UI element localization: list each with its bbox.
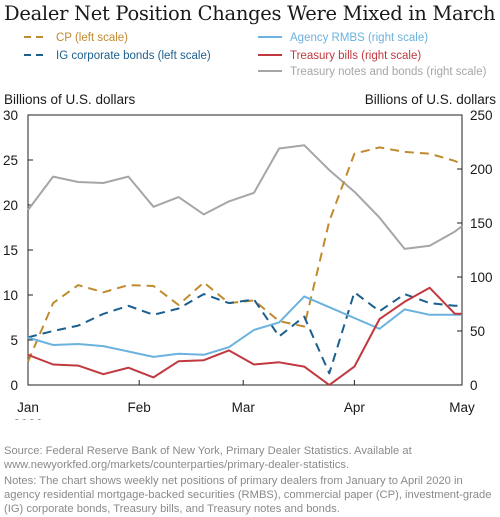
series-line-ig-corporate-bonds bbox=[27, 291, 462, 375]
x-tick-label: Apr bbox=[344, 400, 366, 415]
left-tick-label: 15 bbox=[3, 243, 18, 258]
legend-label-cp: CP (left scale) bbox=[56, 32, 128, 44]
right-tick-label: 0 bbox=[470, 378, 478, 393]
axes: 0 5 10 15 20 25 30 0 50 100 150 200 250 Jan 2020 Feb Mar… bbox=[3, 108, 493, 420]
left-tick-label: 25 bbox=[3, 153, 18, 168]
x-tick-sublabel: 2020 bbox=[13, 417, 43, 420]
left-tick-label: 0 bbox=[10, 378, 18, 393]
left-tick-label: 10 bbox=[3, 288, 18, 303]
x-tick-label: Feb bbox=[128, 400, 151, 415]
legend: CP (left scale) IG corporate bonds (left … bbox=[24, 32, 487, 78]
right-tick-label: 50 bbox=[470, 324, 485, 339]
right-tick-label: 150 bbox=[470, 216, 493, 231]
series-line-treasury-bills bbox=[27, 286, 462, 386]
series-line-agency-rmbs bbox=[27, 295, 462, 358]
legend-label-treasury-notes-and-bonds: Treasury notes and bonds (right scale) bbox=[290, 66, 487, 78]
left-tick-label: 20 bbox=[3, 198, 18, 213]
right-tick-label: 200 bbox=[470, 162, 493, 177]
right-tick-label: 250 bbox=[470, 108, 493, 123]
legend-label-agency-rmbs: Agency RMBS (right scale) bbox=[290, 32, 428, 44]
notes: Notes: The chart shows weekly net positi… bbox=[4, 475, 492, 515]
legend-label-treasury-bills: Treasury bills (right scale) bbox=[290, 50, 421, 62]
left-axis-title: Billions of U.S. dollars bbox=[4, 92, 136, 107]
right-axis-title: Billions of U.S. dollars bbox=[364, 92, 496, 107]
x-tick-label: May bbox=[449, 400, 475, 415]
chart: CP (left scale) IG corporate bonds (left … bbox=[3, 32, 493, 420]
legend-label-ig-corporate-bonds: IG corporate bonds (left scale) bbox=[56, 50, 211, 62]
right-tick-label: 100 bbox=[470, 270, 493, 285]
source-note: Source: Federal Reserve Bank of New York… bbox=[4, 445, 412, 471]
left-tick-label: 5 bbox=[10, 333, 18, 348]
x-tick-label: Mar bbox=[232, 400, 256, 415]
series-layer bbox=[27, 144, 463, 386]
chart-title: Dealer Net Position Changes Were Mixed i… bbox=[4, 2, 500, 25]
left-tick-label: 30 bbox=[3, 108, 18, 123]
series-line-treasury-notes-and-bonds bbox=[27, 144, 463, 250]
series-line-cp bbox=[27, 146, 463, 362]
x-tick-label: Jan bbox=[17, 400, 39, 415]
